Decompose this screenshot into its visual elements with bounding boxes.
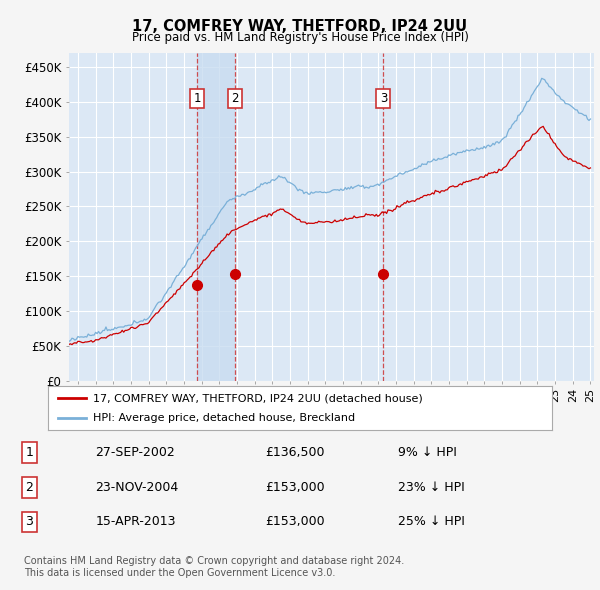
- Text: 17, COMFREY WAY, THETFORD, IP24 2UU (detached house): 17, COMFREY WAY, THETFORD, IP24 2UU (det…: [94, 393, 423, 403]
- Text: Price paid vs. HM Land Registry's House Price Index (HPI): Price paid vs. HM Land Registry's House …: [131, 31, 469, 44]
- Text: 25% ↓ HPI: 25% ↓ HPI: [398, 516, 465, 529]
- Text: £153,000: £153,000: [265, 516, 325, 529]
- Text: 2: 2: [232, 92, 239, 105]
- Text: 17, COMFREY WAY, THETFORD, IP24 2UU: 17, COMFREY WAY, THETFORD, IP24 2UU: [133, 19, 467, 34]
- Text: £153,000: £153,000: [265, 481, 325, 494]
- Text: 9% ↓ HPI: 9% ↓ HPI: [398, 446, 457, 459]
- Text: £136,500: £136,500: [265, 446, 325, 459]
- Bar: [197, 53, 235, 381]
- Text: 3: 3: [25, 516, 33, 529]
- Text: 3: 3: [380, 92, 387, 105]
- Text: Contains HM Land Registry data © Crown copyright and database right 2024.
This d: Contains HM Land Registry data © Crown c…: [24, 556, 404, 578]
- Text: 23% ↓ HPI: 23% ↓ HPI: [398, 481, 464, 494]
- Text: 1: 1: [193, 92, 201, 105]
- Text: 2: 2: [25, 481, 33, 494]
- Text: HPI: Average price, detached house, Breckland: HPI: Average price, detached house, Brec…: [94, 413, 355, 423]
- Text: 27-SEP-2002: 27-SEP-2002: [95, 446, 175, 459]
- Text: 15-APR-2013: 15-APR-2013: [95, 516, 176, 529]
- Text: 23-NOV-2004: 23-NOV-2004: [95, 481, 179, 494]
- Text: 1: 1: [25, 446, 33, 459]
